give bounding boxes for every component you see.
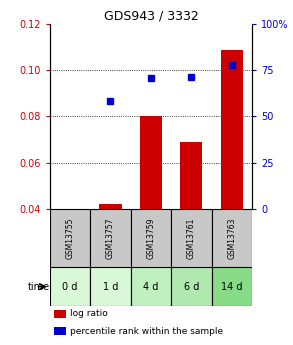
Bar (221, 50, 243, 209)
Bar (54, 327, 66, 335)
Bar (171, 209, 212, 267)
Bar (131, 267, 171, 306)
Text: GSM13761: GSM13761 (187, 217, 196, 258)
Text: 4 d: 4 d (143, 282, 159, 292)
Bar (140, 117, 162, 209)
Bar (54, 309, 66, 317)
Text: 0 d: 0 d (62, 282, 78, 292)
Bar (180, 142, 202, 209)
Bar (171, 267, 212, 306)
Text: 1 d: 1 d (103, 282, 118, 292)
Text: log ratio: log ratio (70, 309, 108, 318)
Text: GSM13755: GSM13755 (66, 217, 74, 259)
Text: GSM13759: GSM13759 (146, 217, 155, 259)
Bar (212, 267, 252, 306)
Bar (50, 209, 90, 267)
Bar (99, 204, 122, 209)
Title: GDS943 / 3332: GDS943 / 3332 (103, 10, 198, 23)
Text: GSM13757: GSM13757 (106, 217, 115, 259)
Text: 14 d: 14 d (221, 282, 243, 292)
Bar (50, 267, 90, 306)
Bar (131, 209, 171, 267)
Bar (90, 267, 131, 306)
Text: 6 d: 6 d (184, 282, 199, 292)
Bar (212, 209, 252, 267)
Text: time: time (28, 282, 50, 292)
Bar (90, 209, 131, 267)
Text: percentile rank within the sample: percentile rank within the sample (70, 327, 223, 336)
Text: GSM13763: GSM13763 (227, 217, 236, 259)
